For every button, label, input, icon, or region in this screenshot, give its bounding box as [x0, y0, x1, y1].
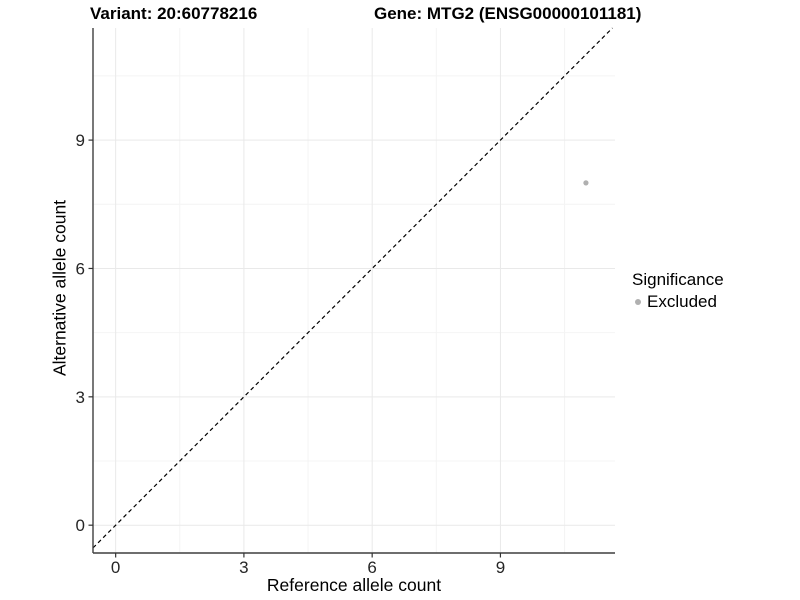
gene-title: Gene: MTG2 (ENSG00000101181) [374, 4, 642, 23]
x-tick-label: 6 [367, 558, 376, 577]
y-tick-label: 9 [76, 131, 85, 150]
x-tick-label: 9 [496, 558, 505, 577]
x-tick-label: 3 [239, 558, 248, 577]
legend: Significance Excluded [632, 270, 724, 311]
legend-title: Significance [632, 270, 724, 289]
y-tick-label: 0 [76, 516, 85, 535]
data-points [583, 180, 589, 186]
y-axis-label: Alternative allele count [49, 199, 70, 377]
excluded-point-icon [635, 299, 641, 305]
axis-ticks: 0 3 6 9 0 3 6 9 [76, 131, 506, 577]
identity-dashed-line [92, 27, 613, 549]
minor-gridlines [93, 28, 615, 553]
legend-item-excluded: Excluded [632, 293, 724, 311]
major-gridlines [93, 28, 615, 553]
x-axis-label: Reference allele count [266, 575, 442, 595]
y-tick-label: 3 [76, 388, 85, 407]
data-point-excluded [583, 180, 589, 186]
variant-title: Variant: 20:60778216 [90, 4, 258, 23]
x-tick-label: 0 [111, 558, 120, 577]
panel-background [93, 28, 615, 553]
y-tick-label: 6 [76, 259, 85, 278]
legend-item-label: Excluded [647, 292, 717, 311]
